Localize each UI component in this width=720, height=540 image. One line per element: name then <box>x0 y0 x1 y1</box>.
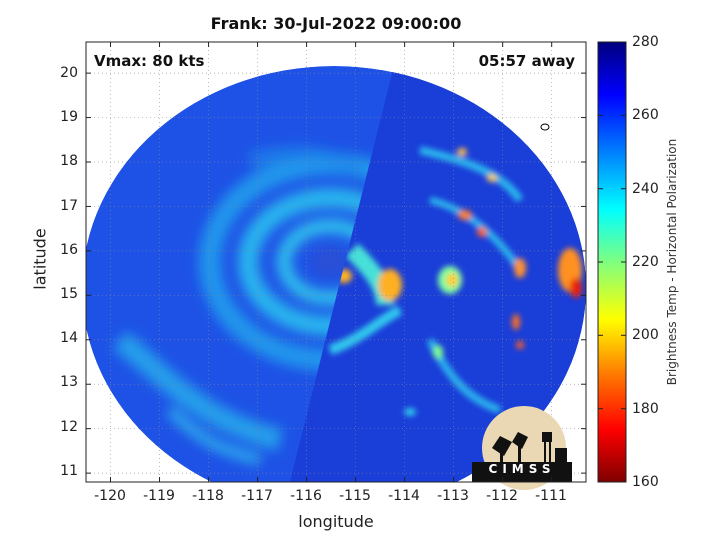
figure-title: Frank: 30-Jul-2022 09:00:00 <box>210 14 462 33</box>
plot-frame <box>85 41 587 483</box>
y-tick-label: 17 <box>60 198 78 214</box>
island-outline <box>540 123 550 131</box>
y-tick-label: 19 <box>60 109 78 125</box>
colorbar-tick-label: 260 <box>632 107 659 123</box>
axis-ticks <box>86 42 586 482</box>
colorbar-tick-label: 200 <box>632 327 659 343</box>
y-tick-label: 13 <box>60 374 78 390</box>
y-axis-label: latitude <box>30 228 50 290</box>
y-tick-label: 20 <box>60 65 78 81</box>
x-tick-label: -117 <box>241 488 273 504</box>
x-axis-label: longitude <box>298 512 374 531</box>
x-tick-label: -113 <box>437 488 469 504</box>
y-tick-label: 15 <box>60 286 78 302</box>
colorbar-tick-label: 240 <box>632 181 659 197</box>
time-away-label: 05:57 away <box>478 52 575 70</box>
colorbar-tick-label: 160 <box>632 474 659 490</box>
x-tick-label: -120 <box>94 488 126 504</box>
colorbar-tick-label: 280 <box>632 34 659 50</box>
x-tick-label: -111 <box>535 488 567 504</box>
y-tick-label: 14 <box>60 330 78 346</box>
x-tick-label: -116 <box>290 488 322 504</box>
x-tick-label: -112 <box>486 488 518 504</box>
vmax-label: Vmax: 80 kts <box>94 52 205 70</box>
y-tick-label: 11 <box>60 463 78 479</box>
storm-eye <box>312 248 348 276</box>
colorbar-label: Brightness Temp - Horizontal Polarizatio… <box>665 138 679 386</box>
colorbar-tick-label: 220 <box>632 254 659 270</box>
x-tick-label: -114 <box>388 488 420 504</box>
x-tick-label: -115 <box>339 488 371 504</box>
colorbar-tick-label: 180 <box>632 401 659 417</box>
x-tick-label: -119 <box>143 488 175 504</box>
y-tick-label: 16 <box>60 242 78 258</box>
y-tick-label: 18 <box>60 153 78 169</box>
x-tick-label: -118 <box>192 488 224 504</box>
cimss-logo-text: CIMSS <box>488 462 556 476</box>
microwave-image <box>86 42 586 482</box>
colorbar-ticks <box>598 41 626 410</box>
cimss-logo <box>472 406 572 490</box>
y-tick-label: 12 <box>60 419 78 435</box>
